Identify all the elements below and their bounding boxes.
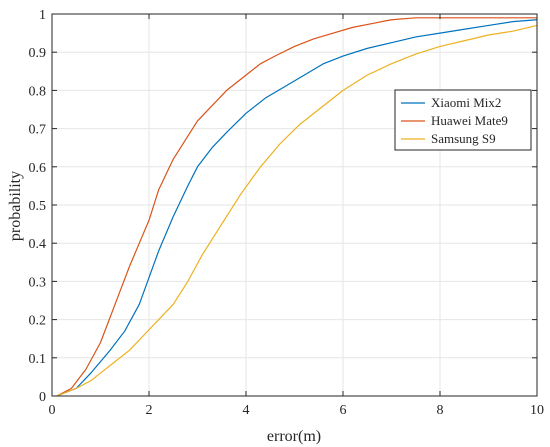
legend-box [394, 89, 532, 151]
y-tick-label: 0.4 [29, 237, 47, 252]
y-tick-label: 0.6 [29, 161, 47, 176]
x-tick-label: 0 [49, 403, 56, 418]
y-axis-label: probability [7, 171, 24, 241]
x-tick-label: 4 [243, 403, 250, 418]
y-tick-label: 0.2 [29, 314, 47, 329]
legend: Xiaomi Mix2 Huawei Mate9 Samsung S9 [394, 89, 532, 151]
y-tick-label: 0.9 [29, 46, 47, 61]
x-axis-label: error(m) [267, 428, 321, 445]
grid-layer [52, 14, 537, 396]
series-line-xiaomi-mix2 [56, 19, 538, 397]
series-layer [56, 17, 538, 397]
series-line-samsung-s9 [56, 24, 538, 397]
y-tick-label: 0 [39, 390, 46, 405]
x-tick-label: 8 [437, 403, 444, 418]
y-tick-label: 0.5 [29, 199, 47, 214]
y-tick-label: 0.7 [29, 123, 47, 138]
x-tick-label: 6 [340, 403, 347, 418]
y-tick-label: 0.3 [29, 275, 47, 290]
y-tick-label: 1 [39, 8, 46, 23]
y-tick-label: 0.8 [29, 84, 47, 99]
x-tick-label: 2 [146, 403, 153, 418]
legend-label: Xiaomi Mix2 [431, 95, 501, 110]
series-line-huawei-mate9 [56, 17, 537, 397]
ticks-layer: 0 2 4 6 8 10 0 0.1 0.2 0.3 0.4 0.5 0.6 0.7 0.8 0.9 1 [29, 8, 545, 418]
y-tick-label: 0.1 [29, 352, 47, 367]
x-tick-label: 10 [530, 403, 544, 418]
legend-label: Huawei Mate9 [431, 113, 508, 128]
legend-label: Samsung S9 [431, 131, 496, 146]
